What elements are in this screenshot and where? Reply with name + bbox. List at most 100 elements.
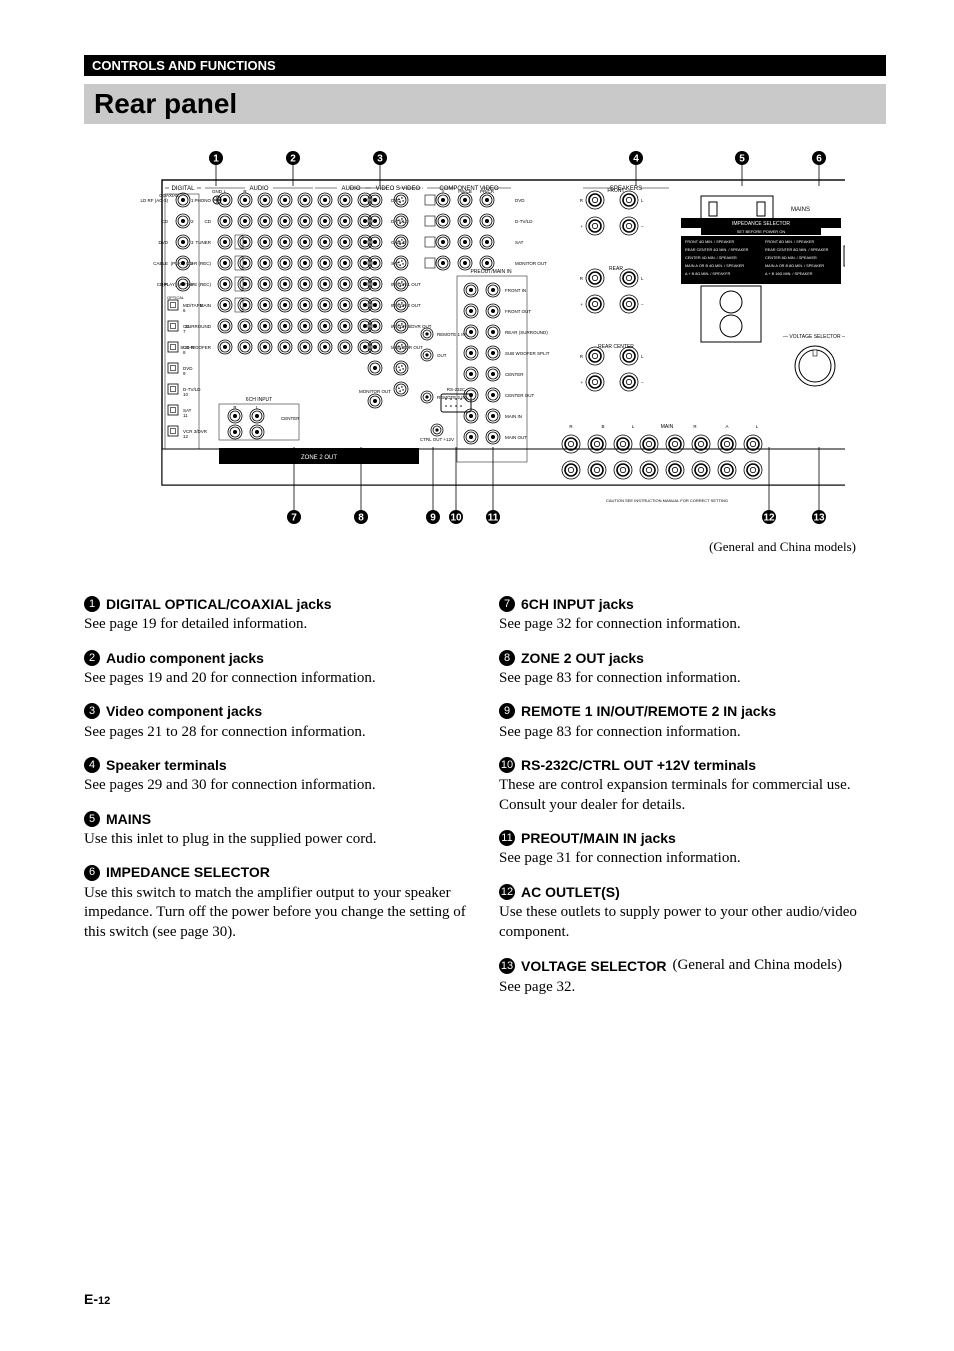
item-title-extra: (General and China models) xyxy=(672,956,842,976)
svg-text:SUB WOOFER SPLIT: SUB WOOFER SPLIT xyxy=(505,351,550,356)
svg-text:FRONT: FRONT xyxy=(607,188,624,194)
svg-text:DVD: DVD xyxy=(158,240,168,245)
item-title: VOLTAGE SELECTOR xyxy=(521,957,666,975)
item-desc: See page 19 for detailed information. xyxy=(84,615,471,635)
item-title: Video component jacks xyxy=(106,702,262,720)
svg-text:MAIN IN: MAIN IN xyxy=(505,414,522,419)
descriptions: 1DIGITAL OPTICAL/COAXIAL jacksSee page 1… xyxy=(84,595,886,1011)
section-header: CONTROLS AND FUNCTIONS xyxy=(84,55,886,76)
item-desc: See page 83 for connection information. xyxy=(499,723,886,743)
svg-text:MAIN: MAIN xyxy=(200,303,211,308)
desc-item-13: 13 VOLTAGE SELECTOR (General and China mo… xyxy=(499,956,886,997)
svg-text:REAR: REAR xyxy=(609,266,623,272)
callout-marker: 11 xyxy=(499,830,515,846)
svg-text:REAR CENTER 4Ω MIN. / SPEAKER: REAR CENTER 4Ω MIN. / SPEAKER xyxy=(685,248,749,252)
svg-text:FRONT 8Ω MIN. / SPEAKER: FRONT 8Ω MIN. / SPEAKER xyxy=(765,240,814,244)
svg-text:AUDIO: AUDIO xyxy=(249,186,268,192)
item-title: REMOTE 1 IN/OUT/REMOTE 2 IN jacks xyxy=(521,702,776,720)
svg-text:OPTICAL: OPTICAL xyxy=(167,295,185,300)
svg-text:SURROUND: SURROUND xyxy=(185,324,212,329)
desc-item-12: 12 AC OUTLET(S) Use these outlets to suppl… xyxy=(499,883,886,942)
svg-text:RS-232C: RS-232C xyxy=(447,387,466,392)
svg-text:S VIDEO: S VIDEO xyxy=(396,186,421,192)
svg-text:6: 6 xyxy=(816,154,822,165)
svg-text:GND: GND xyxy=(212,189,223,194)
svg-text:+: + xyxy=(580,380,583,385)
model-note: (General and China models) xyxy=(84,539,886,555)
svg-text:TUNER: TUNER xyxy=(196,240,212,245)
svg-text:IMPEDANCE SELECTOR: IMPEDANCE SELECTOR xyxy=(732,221,790,227)
svg-text:REAR (SURROUND): REAR (SURROUND) xyxy=(505,330,548,335)
svg-text:VIDEO: VIDEO xyxy=(376,186,395,192)
svg-text:REAR CENTER 8Ω MIN. / SPEAKER: REAR CENTER 8Ω MIN. / SPEAKER xyxy=(765,248,829,252)
callout-marker: 6 xyxy=(84,865,100,881)
svg-text:4: 4 xyxy=(633,154,639,165)
svg-text:12: 12 xyxy=(183,434,189,439)
callout-marker: 10 xyxy=(499,757,515,773)
item-title: PREOUT/MAIN IN jacks xyxy=(521,829,676,847)
svg-text:13: 13 xyxy=(813,513,825,524)
desc-item-2: 2 Audio component jacks See pages 19 and 2… xyxy=(84,649,471,689)
svg-text:+: + xyxy=(580,224,583,229)
item-title: Audio component jacks xyxy=(106,649,264,667)
item-title: IMPEDANCE SELECTOR xyxy=(106,863,270,881)
desc-item-9: 9REMOTE 1 IN/OUT/REMOTE 2 IN jacksSee pa… xyxy=(499,702,886,742)
item-desc: Use these outlets to supply power to you… xyxy=(499,903,886,942)
callout-marker: 8 xyxy=(499,650,515,666)
svg-text:MAIN A OR B 8Ω MIN. / SPEAKER: MAIN A OR B 8Ω MIN. / SPEAKER xyxy=(765,264,824,268)
item-title: 6CH INPUT jacks xyxy=(521,595,634,613)
svg-text:MAIN OUT: MAIN OUT xyxy=(505,435,527,440)
svg-text:OUT: OUT xyxy=(437,353,447,358)
callout-marker: 12 xyxy=(499,884,515,900)
svg-text:CTRL OUT +12V: CTRL OUT +12V xyxy=(420,437,454,442)
item-desc: See pages 21 to 28 for connection inform… xyxy=(84,723,471,743)
svg-text:5: 5 xyxy=(739,154,745,165)
svg-text:B: B xyxy=(601,424,604,429)
svg-text:11: 11 xyxy=(488,513,499,524)
svg-text:12: 12 xyxy=(763,513,775,524)
callout-marker: 7 xyxy=(499,596,515,612)
item-title: DIGITAL OPTICAL/COAXIAL jacks xyxy=(106,595,332,613)
callout-marker: 2 xyxy=(84,650,100,666)
right-column: 7 6CH INPUT jacks See page 32 for connecti… xyxy=(499,595,886,1011)
item-desc: See page 83 for connection information. xyxy=(499,669,886,689)
svg-text:MONITOR OUT: MONITOR OUT xyxy=(515,261,547,266)
svg-text:SWITCHED: SWITCHED xyxy=(720,280,741,285)
svg-text:SET BEFORE POWER ON: SET BEFORE POWER ON xyxy=(737,229,786,234)
svg-text:FRONT 4Ω MIN. / SPEAKER: FRONT 4Ω MIN. / SPEAKER xyxy=(685,240,734,244)
svg-text:(PLAY) MD/TAPE (REC): (PLAY) MD/TAPE (REC) xyxy=(162,282,211,287)
item-desc: See page 31 for connection information. xyxy=(499,849,886,869)
callout-marker: 4 xyxy=(84,757,100,773)
svg-text:6CH INPUT: 6CH INPUT xyxy=(246,397,272,403)
svg-text:MONITOR OUT: MONITOR OUT xyxy=(359,389,391,394)
svg-text:FRONT OUT: FRONT OUT xyxy=(505,309,531,314)
item-title: MAINS xyxy=(106,810,151,828)
item-title: AC OUTLET(S) xyxy=(521,883,620,901)
page-num-value: 12 xyxy=(98,1295,110,1307)
svg-text:11: 11 xyxy=(183,413,188,418)
svg-text:LD RF (AC-3): LD RF (AC-3) xyxy=(140,198,168,203)
svg-text:SUB WOOFER: SUB WOOFER xyxy=(180,345,212,350)
desc-item-5: 5MAINSUse this inlet to plug in the supp… xyxy=(84,810,471,850)
svg-text:10: 10 xyxy=(450,513,462,524)
svg-text:ZONE 2 OUT: ZONE 2 OUT xyxy=(301,455,337,461)
rear-panel-diagram: DIGITALAUDIOAUDIOVIDEOS VIDEOCOMPONENT V… xyxy=(84,150,886,525)
item-desc: See page 32 for connection information. xyxy=(499,615,886,635)
desc-item-7: 7 6CH INPUT jacks See page 32 for connecti… xyxy=(499,595,886,635)
svg-text:DIGITAL: DIGITAL xyxy=(172,186,196,192)
svg-text:PREOUT/MAIN IN: PREOUT/MAIN IN xyxy=(470,269,512,275)
svg-text:7: 7 xyxy=(291,513,297,524)
svg-text:CAUTION SEE INSTRUCTION MANUA: CAUTION SEE INSTRUCTION MANUAL FOR CORRE… xyxy=(606,498,728,503)
item-desc: See pages 19 and 20 for connection infor… xyxy=(84,669,471,689)
svg-text:CENTER 8Ω MIN. / SPEAKER: CENTER 8Ω MIN. / SPEAKER xyxy=(765,256,817,260)
svg-text:CENTER: CENTER xyxy=(281,416,300,421)
svg-text:D-TV/LD: D-TV/LD xyxy=(515,219,533,224)
desc-item-3: 3 Video component jacks See pages 21 to 28… xyxy=(84,702,471,742)
item-title: RS-232C/CTRL OUT +12V terminals xyxy=(521,756,756,774)
callout-marker: 13 xyxy=(499,958,515,974)
svg-text:DVD: DVD xyxy=(515,198,525,203)
desc-item-1: 1DIGITAL OPTICAL/COAXIAL jacksSee page 1… xyxy=(84,595,471,635)
callout-marker: 5 xyxy=(84,811,100,827)
callout-marker: 3 xyxy=(84,703,100,719)
svg-text:MAIN: MAIN xyxy=(661,424,674,430)
